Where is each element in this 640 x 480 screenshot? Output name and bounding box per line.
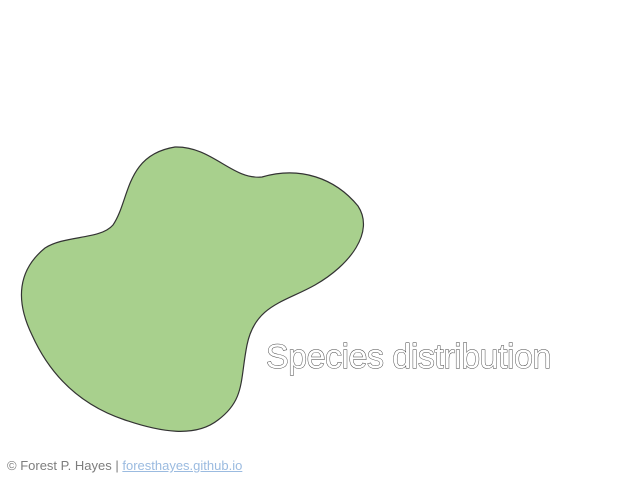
website-link[interactable]: foresthayes.github.io (122, 458, 243, 473)
credit-text: © Forest P. Hayes (7, 458, 112, 473)
legend-label: Species distribution (266, 338, 551, 376)
attribution-footer: © Forest P. Hayes | foresthayes.github.i… (7, 458, 242, 473)
credit-separator: | (115, 458, 119, 473)
species-range-area (20, 146, 364, 432)
